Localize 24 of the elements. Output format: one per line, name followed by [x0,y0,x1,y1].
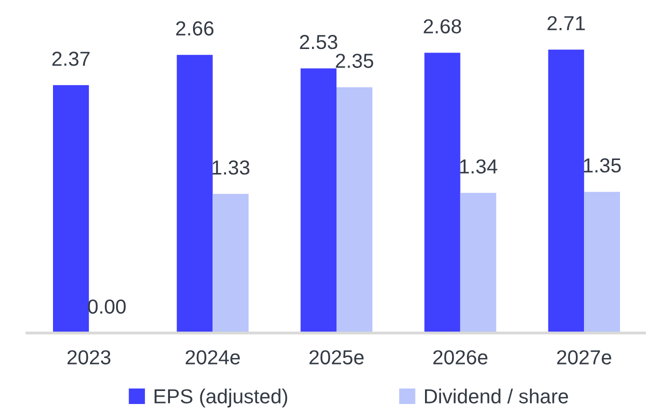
x-tick-label: 2024e [186,350,240,364]
legend-label: Dividend / share [425,388,568,404]
x-tick-label: 2026e [433,350,488,364]
data-label: 1.35 [584,158,621,173]
bar [53,85,89,333]
bar [336,87,372,333]
bar [300,68,336,333]
data-label: 2.68 [424,19,462,34]
bar [460,192,496,333]
x-tick-label: 2023 [68,350,110,364]
bar [424,52,460,333]
data-label: 2.66 [176,21,214,36]
bar [584,192,620,333]
bar [176,54,213,333]
bar [212,194,249,333]
data-label: 2.53 [300,34,338,50]
x-tick-label: 2027e [557,350,612,364]
data-label: 2.35 [336,54,374,68]
legend-label: EPS (adjusted) [154,388,288,408]
data-label: 1.33 [212,160,250,175]
data-label: 2.37 [52,52,90,66]
data-label: 2.71 [548,16,585,30]
x-tick-label: 2025e [310,350,364,364]
bar [548,50,584,333]
